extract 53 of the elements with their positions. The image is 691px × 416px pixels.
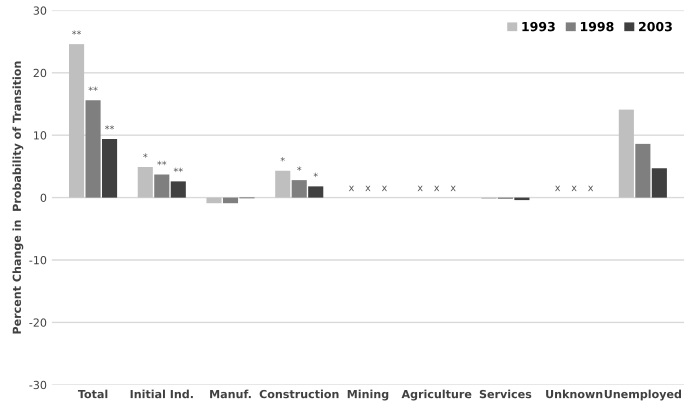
bar bbox=[102, 138, 118, 198]
bar bbox=[275, 170, 290, 198]
bar bbox=[652, 168, 667, 198]
bar bbox=[222, 198, 238, 204]
data-label: * bbox=[143, 153, 148, 158]
bar bbox=[618, 110, 634, 198]
legend-label: 1998 bbox=[580, 22, 614, 32]
data-label: ** bbox=[88, 86, 98, 91]
data-label: ** bbox=[157, 160, 166, 166]
x-tick-label: Total bbox=[78, 390, 108, 398]
bar bbox=[292, 180, 307, 198]
data-label: * bbox=[297, 166, 302, 171]
y-tick-label: 0 bbox=[40, 194, 46, 202]
y-axis-title: Percent Change in Probability of Transition bbox=[12, 62, 24, 334]
bar bbox=[138, 167, 153, 198]
bar bbox=[514, 198, 530, 200]
y-tick-label: 20 bbox=[34, 68, 46, 78]
data-label: ** bbox=[174, 168, 183, 172]
bar bbox=[308, 186, 324, 198]
text: x bbox=[588, 186, 594, 192]
data-label: * bbox=[314, 172, 318, 178]
data-label: * bbox=[280, 157, 285, 162]
legend-label: 1993 bbox=[522, 22, 555, 32]
y-tick-label: -10 bbox=[29, 256, 46, 264]
text: x bbox=[418, 186, 423, 192]
x-tick-label: Construction bbox=[260, 390, 338, 398]
x-tick-label: Services bbox=[480, 390, 532, 398]
y-tick-label: 10 bbox=[34, 131, 46, 140]
bar bbox=[635, 144, 650, 198]
data-label: ** bbox=[104, 125, 114, 130]
bar bbox=[206, 198, 222, 204]
text: x bbox=[348, 186, 354, 192]
x-tick-label: Mining bbox=[348, 390, 388, 400]
text: x bbox=[365, 186, 371, 192]
y-tick-label: -20 bbox=[29, 318, 46, 327]
y-tick-label: -30 bbox=[29, 380, 46, 390]
x-tick-label: Manuf. bbox=[210, 390, 251, 398]
x-tick-label: Unknown bbox=[546, 390, 602, 398]
text: x bbox=[555, 186, 560, 192]
legend-label: 2003 bbox=[639, 22, 672, 32]
data-label: ** bbox=[72, 30, 82, 35]
text: x bbox=[382, 186, 388, 192]
bar bbox=[86, 100, 101, 198]
bar bbox=[69, 44, 84, 198]
bar bbox=[154, 174, 170, 198]
x-tick-label: Unemployed bbox=[604, 390, 682, 400]
bar bbox=[170, 181, 186, 198]
text: x bbox=[434, 186, 440, 192]
text: x bbox=[450, 186, 456, 192]
text: x bbox=[572, 186, 577, 192]
x-tick-label: Initial Ind. bbox=[130, 390, 193, 398]
x-tick-label: Agriculture bbox=[402, 390, 472, 400]
y-tick-label: 30 bbox=[34, 6, 46, 15]
